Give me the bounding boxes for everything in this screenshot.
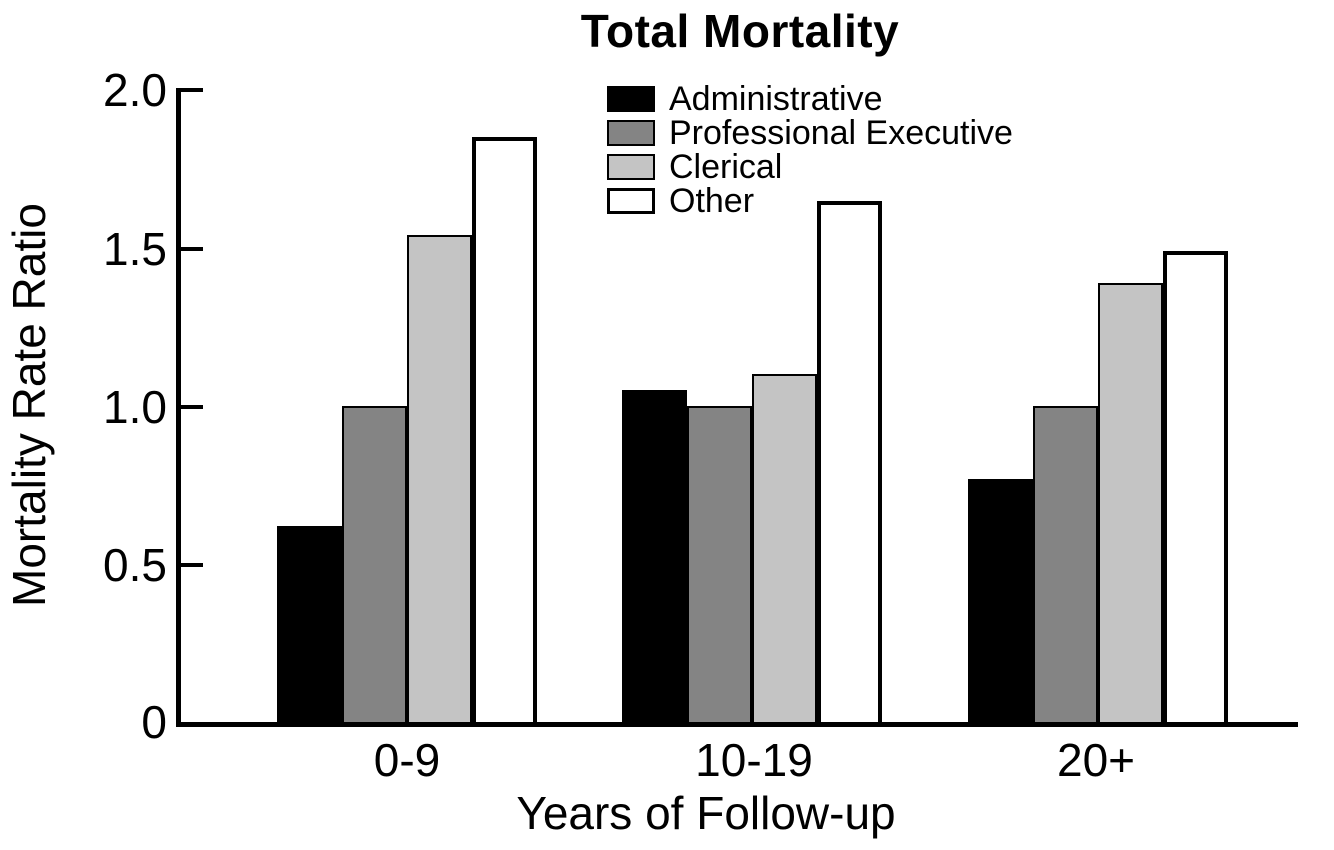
- bar-group-10-19: [622, 90, 882, 722]
- y-tick-label-0.5: 0.5: [103, 539, 167, 591]
- y-tick-mark-1.5: [181, 247, 203, 251]
- bar-administrative-20+: [968, 479, 1033, 722]
- bar-other-0-9: [472, 137, 537, 722]
- legend-label-other: Other: [669, 181, 755, 220]
- legend-label-administrative: Administrative: [669, 79, 883, 118]
- y-tick-mark-2.0: [181, 88, 203, 92]
- x-axis-title: Years of Follow-up: [516, 787, 896, 839]
- x-axis-line: [176, 722, 1298, 727]
- bar-professional-executive-0-9: [342, 406, 407, 722]
- legend-label-professional-executive: Professional Executive: [669, 113, 1013, 152]
- bar-administrative-10-19: [622, 390, 687, 722]
- y-tick-label-2.0: 2.0: [103, 64, 167, 116]
- y-axis-line: [176, 88, 181, 727]
- legend: Administrative Professional Executive Cl…: [607, 79, 1013, 220]
- y-tick-mark-0.5: [181, 563, 203, 567]
- chart-title: Total Mortality: [580, 5, 900, 57]
- bar-clerical-20+: [1098, 283, 1163, 722]
- bar-group-20+: [968, 90, 1228, 722]
- legend-item-clerical: Clerical: [607, 147, 1013, 186]
- y-tick-label-0: 0: [141, 696, 167, 748]
- y-tick-label-1.5: 1.5: [103, 223, 167, 275]
- legend-swatch-other: [607, 188, 655, 214]
- bar-professional-executive-20+: [1033, 406, 1098, 722]
- legend-swatch-clerical: [607, 154, 655, 180]
- bar-professional-executive-10-19: [687, 406, 752, 722]
- bar-clerical-0-9: [407, 235, 472, 722]
- bar-administrative-0-9: [277, 526, 342, 722]
- x-tick-label-0-9: 0-9: [373, 734, 441, 786]
- bar-clerical-10-19: [752, 374, 817, 722]
- x-tick-label-20plus: 20+: [1056, 734, 1136, 786]
- legend-swatch-professional-executive: [607, 120, 655, 146]
- x-tick-label-10-19: 10-19: [695, 734, 813, 786]
- y-tick-mark-1.0: [181, 405, 203, 409]
- bar-other-10-19: [817, 201, 882, 722]
- bar-other-20+: [1163, 251, 1228, 722]
- legend-item-other: Other: [607, 181, 1013, 220]
- legend-item-professional-executive: Professional Executive: [607, 113, 1013, 152]
- legend-swatch-administrative: [607, 86, 655, 112]
- bar-group-0-9: [277, 90, 537, 722]
- legend-item-administrative: Administrative: [607, 79, 1013, 118]
- y-tick-label-1.0: 1.0: [103, 381, 167, 433]
- legend-label-clerical: Clerical: [669, 147, 783, 186]
